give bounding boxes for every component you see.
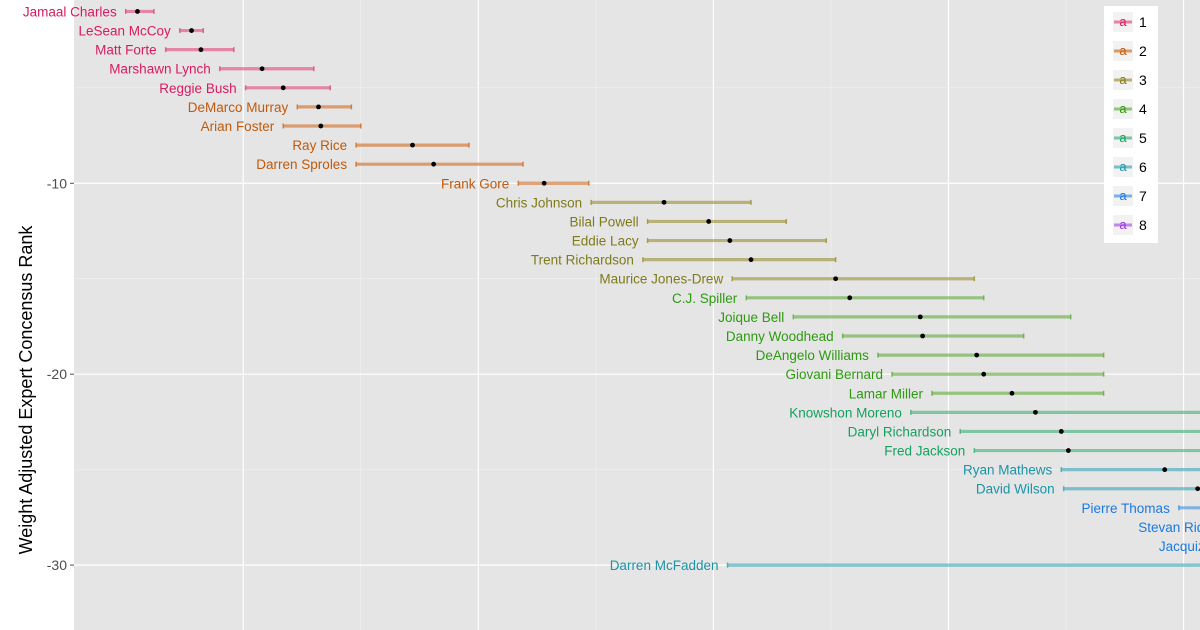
mean-point-10 bbox=[661, 199, 667, 205]
legend-label-7: 8 bbox=[1139, 217, 1147, 233]
mean-point-13 bbox=[748, 257, 754, 263]
mean-point-9 bbox=[541, 180, 547, 186]
legend-label-3: 4 bbox=[1139, 101, 1147, 117]
mean-point-5 bbox=[316, 104, 321, 110]
legend-key-glyph-6: a bbox=[1119, 188, 1127, 203]
mean-point-14 bbox=[833, 276, 839, 282]
player-label-28: Jacquizz Rodgers bbox=[1159, 539, 1200, 554]
player-label-14: Maurice Jones-Drew bbox=[599, 272, 723, 287]
mean-point-21 bbox=[1033, 409, 1038, 415]
player-label-7: Ray Rice bbox=[292, 138, 347, 153]
mean-points bbox=[135, 9, 1200, 492]
mean-point-0 bbox=[135, 9, 140, 14]
legend-label-2: 3 bbox=[1139, 72, 1147, 88]
player-label-26: Pierre Thomas bbox=[1082, 501, 1171, 516]
legend-label-5: 6 bbox=[1139, 159, 1147, 175]
legend-key-glyph-1: a bbox=[1119, 43, 1127, 58]
mean-point-1 bbox=[189, 28, 194, 33]
player-label-0: Jamaal Charles bbox=[23, 4, 117, 19]
legend-label-0: 1 bbox=[1139, 14, 1147, 30]
y-axis: -10 -20 -30 bbox=[47, 175, 74, 573]
mean-point-2 bbox=[198, 47, 204, 53]
mean-point-11 bbox=[706, 219, 712, 224]
player-label-1: LeSean McCoy bbox=[78, 24, 171, 39]
player-label-8: Darren Sproles bbox=[256, 157, 347, 172]
legend-key-glyph-2: a bbox=[1119, 72, 1127, 87]
legend-key-glyph-5: a bbox=[1119, 159, 1127, 174]
player-label-13: Trent Richardson bbox=[531, 253, 634, 268]
mean-point-15 bbox=[847, 295, 853, 301]
y-tick-label-0: -10 bbox=[47, 175, 67, 191]
legend-key-glyph-4: a bbox=[1119, 130, 1127, 145]
legend-key-glyph-0: a bbox=[1119, 14, 1127, 29]
player-label-29: Darren McFadden bbox=[610, 558, 719, 573]
player-label-15: C.J. Spiller bbox=[672, 291, 738, 306]
mean-point-12 bbox=[727, 238, 733, 243]
y-tick-label-1: -20 bbox=[47, 366, 67, 382]
mean-point-3 bbox=[259, 66, 265, 72]
player-label-6: Arian Foster bbox=[201, 119, 275, 134]
mean-point-18 bbox=[974, 352, 980, 358]
player-label-12: Eddie Lacy bbox=[572, 234, 639, 249]
legend-key-glyph-7: a bbox=[1119, 217, 1127, 232]
player-label-5: DeMarco Murray bbox=[188, 100, 289, 115]
mean-point-19 bbox=[981, 371, 987, 377]
player-label-9: Frank Gore bbox=[441, 176, 509, 191]
mean-point-25 bbox=[1195, 486, 1200, 492]
player-label-4: Reggie Bush bbox=[159, 81, 236, 96]
mean-point-22 bbox=[1058, 429, 1064, 434]
mean-point-16 bbox=[917, 314, 923, 320]
player-label-2: Matt Forte bbox=[95, 43, 157, 58]
legend-label-4: 5 bbox=[1139, 130, 1147, 146]
player-label-3: Marshawn Lynch bbox=[109, 62, 211, 77]
player-label-16: Joique Bell bbox=[718, 310, 784, 325]
mean-point-17 bbox=[920, 333, 926, 339]
mean-point-20 bbox=[1009, 390, 1015, 396]
player-label-24: Ryan Mathews bbox=[963, 463, 1053, 478]
legend-label-6: 7 bbox=[1139, 188, 1147, 204]
player-label-27: Stevan Ridley bbox=[1138, 520, 1200, 535]
error-bars bbox=[124, 8, 1200, 568]
mean-point-8 bbox=[431, 161, 437, 167]
player-labels: Jamaal Charles LeSean McCoy Matt Forte Mars… bbox=[23, 4, 1200, 592]
player-label-19: Giovani Bernard bbox=[785, 367, 883, 382]
mean-point-24 bbox=[1162, 467, 1168, 473]
player-label-25: David Wilson bbox=[976, 482, 1055, 497]
legend-key-glyph-3: a bbox=[1119, 101, 1127, 116]
mean-point-23 bbox=[1065, 448, 1071, 453]
mean-point-7 bbox=[410, 142, 415, 148]
y-tick-label-2: -30 bbox=[47, 557, 67, 573]
y-axis-title: Weight Adjusted Expert Concensus Rank bbox=[16, 225, 36, 555]
player-label-22: Daryl Richardson bbox=[848, 424, 952, 439]
legend: a 1a 2a 3a 4a 5a 6a 7a 8 bbox=[1104, 6, 1158, 243]
player-label-21: Knowshon Moreno bbox=[789, 405, 902, 420]
mean-point-6 bbox=[318, 123, 324, 129]
player-label-18: DeAngelo Williams bbox=[756, 348, 870, 363]
player-label-20: Lamar Miller bbox=[849, 386, 924, 401]
player-label-10: Chris Johnson bbox=[496, 195, 582, 210]
player-label-17: Danny Woodhead bbox=[726, 329, 834, 344]
mean-point-4 bbox=[280, 85, 286, 91]
plot-panel bbox=[74, 0, 1200, 630]
legend-label-1: 2 bbox=[1139, 43, 1147, 59]
player-label-23: Fred Jackson bbox=[884, 444, 965, 459]
player-label-11: Bilal Powell bbox=[570, 214, 639, 229]
